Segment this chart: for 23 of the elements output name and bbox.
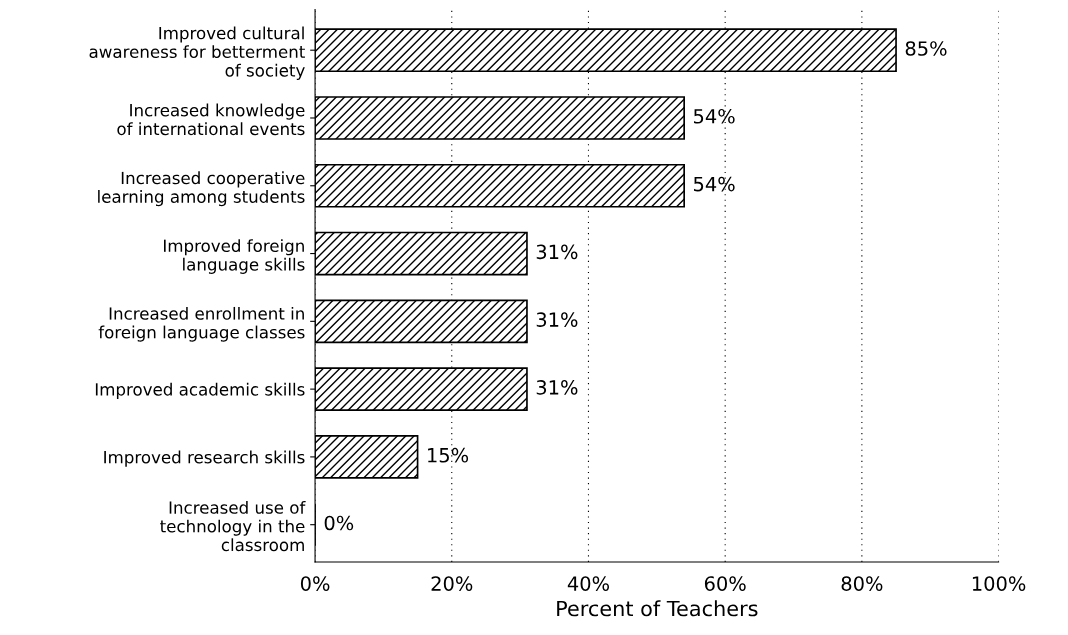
data-label: 54%	[693, 176, 735, 192]
x-tick-label: 20%	[431, 576, 473, 591]
x-tick-label: 40%	[567, 576, 609, 591]
y-tick-label: Increased cooperative learning among students	[98, 171, 305, 207]
y-tick-label: Increased enrollment in foreign language classes	[98, 306, 305, 342]
y-tick-label: Improved research skills	[104, 450, 305, 467]
y-tick-label: Improved foreign language skills	[164, 239, 305, 274]
x-tick-label: 0%	[300, 576, 330, 591]
x-axis-title: Percent of Teachers	[557, 600, 758, 617]
data-label: 54%	[693, 108, 735, 124]
data-label: 31%	[536, 380, 578, 395]
y-tick-label: Improved academic skills	[95, 382, 305, 399]
data-label: 15%	[428, 447, 469, 463]
data-label: 31%	[536, 312, 578, 327]
y-tick-label: Increased knowledge of international events	[117, 103, 305, 136]
y-tick-label: Increased use of technology in the classroom	[160, 500, 306, 552]
x-tick-label: 80%	[841, 576, 883, 591]
data-label: 85%	[905, 41, 947, 56]
data-label: 0%	[324, 515, 354, 531]
y-tick-label: Improved cultural awareness for betterment of society	[89, 26, 305, 80]
x-tick-label: 100%	[972, 576, 1026, 591]
x-tick-label: 60%	[704, 576, 746, 591]
data-label: 31%	[536, 244, 578, 260]
